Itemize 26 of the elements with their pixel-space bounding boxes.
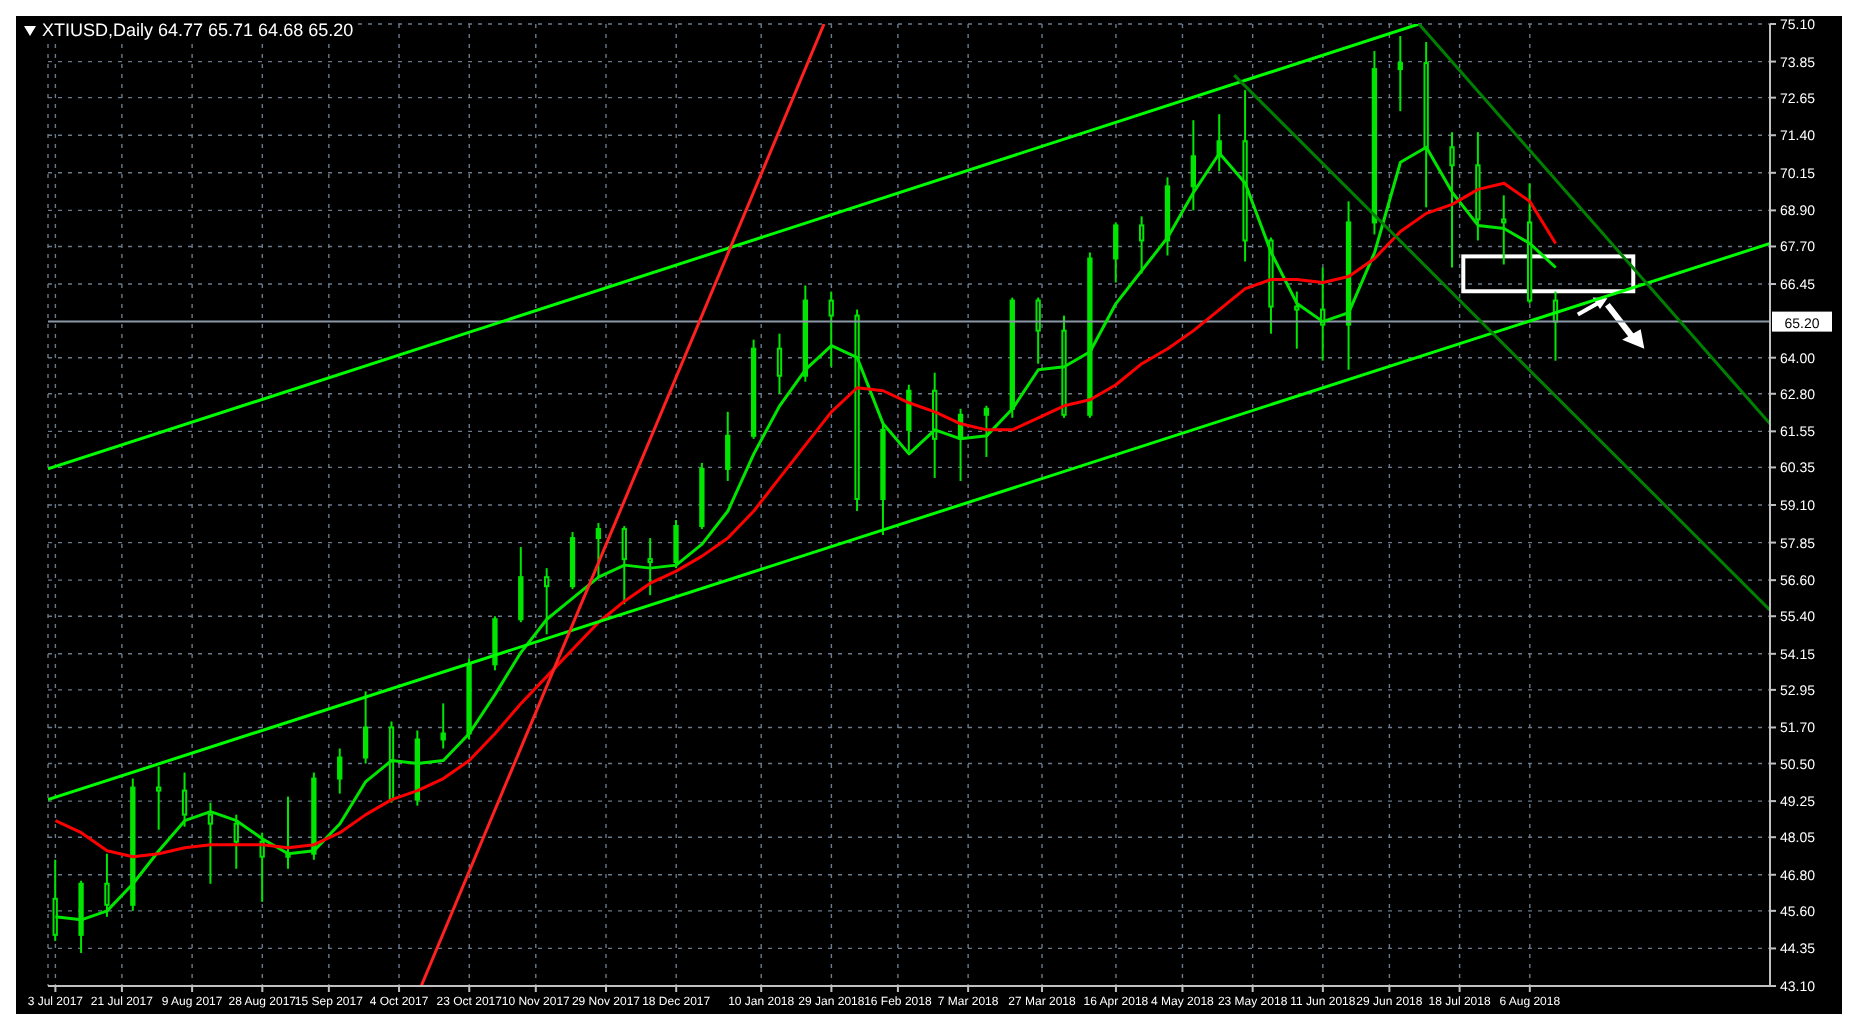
candlestick xyxy=(776,332,783,395)
candlestick xyxy=(1501,194,1507,266)
chart-title: XTIUSD,Daily 64.77 65.71 64.68 65.20 xyxy=(42,20,354,40)
candlestick xyxy=(362,690,369,765)
candlestick xyxy=(233,813,239,870)
candlestick xyxy=(1294,290,1300,350)
candlestick xyxy=(1113,221,1119,284)
candlestick xyxy=(181,771,188,828)
candlestick xyxy=(207,801,214,885)
candlestick xyxy=(1138,215,1145,275)
candlestick xyxy=(983,404,990,458)
candlestick xyxy=(1397,35,1403,113)
candlestick xyxy=(518,546,524,624)
candlestick xyxy=(647,537,653,597)
candlestick xyxy=(259,831,265,903)
candlestick xyxy=(1035,296,1041,365)
candlestick xyxy=(621,525,627,606)
candlestick xyxy=(673,519,679,570)
candlestick xyxy=(440,702,446,750)
candlestick xyxy=(492,615,498,672)
candlestick xyxy=(595,522,602,579)
candlestick xyxy=(156,765,162,831)
candlestick xyxy=(828,290,834,368)
candlestick xyxy=(725,410,731,482)
candlestick xyxy=(337,747,343,795)
candlestick xyxy=(544,567,550,636)
